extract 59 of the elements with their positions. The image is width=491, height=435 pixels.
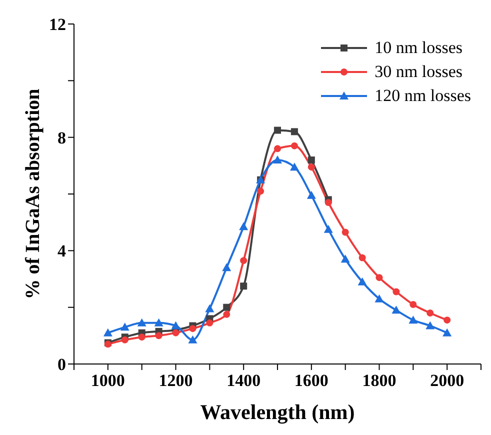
point bbox=[205, 304, 214, 312]
point bbox=[155, 332, 162, 340]
point bbox=[358, 277, 367, 286]
point bbox=[274, 145, 281, 152]
point bbox=[240, 282, 248, 290]
point bbox=[410, 301, 417, 308]
point bbox=[138, 334, 146, 341]
y-tick-label: 4 bbox=[58, 242, 66, 261]
point bbox=[103, 328, 112, 336]
point bbox=[154, 318, 164, 326]
point bbox=[274, 126, 281, 134]
point bbox=[392, 306, 401, 314]
point bbox=[324, 224, 333, 233]
point bbox=[306, 190, 316, 199]
point bbox=[120, 322, 130, 331]
point bbox=[340, 254, 350, 263]
point bbox=[324, 199, 332, 206]
point bbox=[426, 310, 434, 316]
point bbox=[408, 316, 418, 324]
point bbox=[121, 336, 128, 344]
x-tick-label: 1400 bbox=[226, 371, 261, 390]
point bbox=[206, 319, 214, 326]
point bbox=[240, 257, 248, 264]
point bbox=[257, 188, 264, 195]
point bbox=[358, 254, 366, 262]
point bbox=[223, 304, 230, 311]
point bbox=[188, 335, 198, 344]
x-tick-label: 1200 bbox=[158, 371, 193, 390]
point bbox=[290, 142, 298, 150]
y-tick-label: 8 bbox=[58, 128, 66, 148]
point bbox=[290, 128, 298, 136]
x-tick-label: 1000 bbox=[90, 371, 125, 390]
point bbox=[376, 274, 383, 282]
x-tick-label: 2000 bbox=[430, 371, 464, 390]
point bbox=[442, 328, 452, 336]
y-tick-label: 0 bbox=[58, 355, 66, 374]
x-axis-title: Wavelength (nm) bbox=[200, 400, 355, 424]
point bbox=[222, 263, 232, 272]
point bbox=[308, 164, 315, 171]
legend-label: 10 nm losses bbox=[374, 38, 462, 58]
y-tick-label: 12 bbox=[49, 15, 66, 34]
x-tick-label: 1800 bbox=[362, 371, 396, 390]
point bbox=[290, 162, 299, 171]
y-axis-title: % of InGaAs absorption bbox=[22, 88, 44, 300]
point bbox=[426, 321, 435, 330]
point bbox=[308, 156, 315, 164]
point bbox=[374, 294, 384, 302]
point bbox=[342, 228, 349, 236]
point bbox=[239, 222, 248, 230]
point bbox=[171, 321, 180, 330]
point bbox=[189, 325, 196, 332]
point bbox=[273, 156, 282, 164]
point bbox=[223, 310, 230, 318]
legend-label: 120 nm losses bbox=[374, 86, 471, 106]
point bbox=[444, 316, 451, 324]
legend-label: 30 nm losses bbox=[374, 62, 462, 82]
point bbox=[392, 288, 400, 296]
x-tick-label: 1600 bbox=[294, 371, 328, 390]
point bbox=[137, 318, 146, 326]
